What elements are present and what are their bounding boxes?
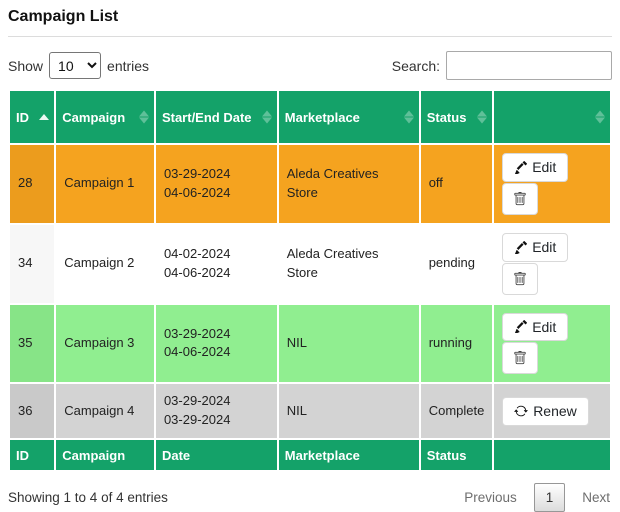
cell-dates: 03-29-2024 04-06-2024 [155, 145, 277, 223]
page-title: Campaign List [8, 8, 119, 25]
delete-button[interactable] [502, 262, 539, 295]
edit-button[interactable]: Edit [502, 153, 569, 182]
header-start-end-date[interactable]: Start/End Date [155, 91, 277, 143]
delete-button[interactable] [502, 182, 539, 215]
cell-marketplace: Aleda Creatives Store [278, 145, 419, 223]
cell-status: off [420, 145, 493, 223]
pencil-icon [514, 320, 528, 334]
cell-actions: Edit [494, 304, 610, 383]
table-row: 36 Campaign 4 03-29-2024 03-29-2024 NIL … [10, 384, 610, 439]
entries-summary: Showing 1 to 4 of 4 entries [8, 490, 168, 506]
cell-actions: Edit [494, 224, 610, 303]
header-actions[interactable] [494, 91, 610, 143]
trash-icon [513, 271, 527, 286]
sort-asc-icon [39, 114, 50, 120]
sort-both-icon [403, 110, 414, 124]
header-campaign[interactable]: Campaign [56, 91, 154, 143]
cell-id: 35 [10, 304, 55, 383]
cell-actions: Renew [494, 384, 610, 439]
trash-icon [513, 351, 527, 365]
next-page-button[interactable]: Next [580, 484, 612, 511]
cell-dates: 03-29-2024 04-06-2024 [155, 304, 277, 383]
cell-marketplace: Aleda Creatives Store [278, 224, 419, 303]
delete-button[interactable] [502, 342, 539, 375]
pagination: Previous 1 Next [462, 483, 612, 512]
table-info-bar: Showing 1 to 4 of 4 entries Previous 1 N… [8, 472, 612, 512]
footer-status: Status [420, 440, 493, 471]
cell-id: 34 [10, 224, 55, 303]
campaign-table: ID Campaign Start/End Date Marketplace S… [8, 89, 612, 472]
header-status[interactable]: Status [420, 91, 493, 143]
refresh-icon [514, 404, 528, 418]
cell-id: 36 [10, 384, 55, 439]
entries-label: entries [107, 57, 150, 74]
pencil-icon [514, 160, 528, 174]
header-marketplace[interactable]: Marketplace [278, 91, 419, 143]
cell-status: pending [420, 224, 493, 303]
footer-id: ID [10, 440, 55, 471]
renew-button[interactable]: Renew [502, 396, 589, 426]
sort-both-icon [138, 110, 149, 124]
table-header: ID Campaign Start/End Date Marketplace S… [10, 91, 610, 143]
pencil-icon [514, 240, 528, 254]
edit-button[interactable]: Edit [502, 312, 569, 342]
current-page-button[interactable]: 1 [533, 483, 566, 512]
page-length-select[interactable]: 10 [49, 52, 102, 79]
table-row: 35 Campaign 3 03-29-2024 04-06-2024 NIL … [10, 304, 610, 383]
cell-dates: 03-29-2024 03-29-2024 [155, 384, 277, 439]
cell-campaign: Campaign 1 [56, 145, 154, 223]
previous-page-button[interactable]: Previous [462, 484, 519, 511]
cell-status: running [420, 304, 493, 383]
table-controls: Show 10 entries Search: [8, 51, 612, 80]
sort-both-icon [261, 110, 272, 124]
cell-marketplace: NIL [278, 304, 419, 383]
cell-campaign: Campaign 4 [56, 384, 154, 439]
divider [8, 36, 612, 37]
cell-actions: Edit [494, 145, 610, 223]
edit-button[interactable]: Edit [502, 232, 569, 262]
footer-marketplace: Marketplace [278, 440, 419, 471]
cell-dates: 04-02-2024 04-06-2024 [155, 224, 277, 303]
cell-campaign: Campaign 3 [56, 304, 154, 383]
footer-actions [494, 440, 610, 471]
trash-icon [513, 191, 527, 206]
cell-marketplace: NIL [278, 384, 419, 439]
table-row: 28 Campaign 1 03-29-2024 04-06-2024 Aled… [10, 145, 610, 223]
search-label: Search: [391, 57, 440, 74]
footer-campaign: Campaign [56, 440, 154, 471]
page-length-control: Show 10 entries [8, 52, 149, 79]
show-label: Show [8, 57, 44, 74]
footer-date: Date [155, 440, 277, 471]
cell-campaign: Campaign 2 [56, 224, 154, 303]
search-control: Search: [392, 51, 612, 80]
table-row: 34 Campaign 2 04-02-2024 04-06-2024 Aled… [10, 224, 610, 303]
sort-both-icon [477, 110, 488, 124]
sort-both-icon [595, 110, 605, 124]
table-footer: ID Campaign Date Marketplace Status [10, 440, 610, 471]
header-id[interactable]: ID [10, 91, 55, 143]
search-input[interactable] [446, 51, 612, 80]
cell-status: Complete [420, 384, 493, 439]
cell-id: 28 [10, 145, 55, 223]
